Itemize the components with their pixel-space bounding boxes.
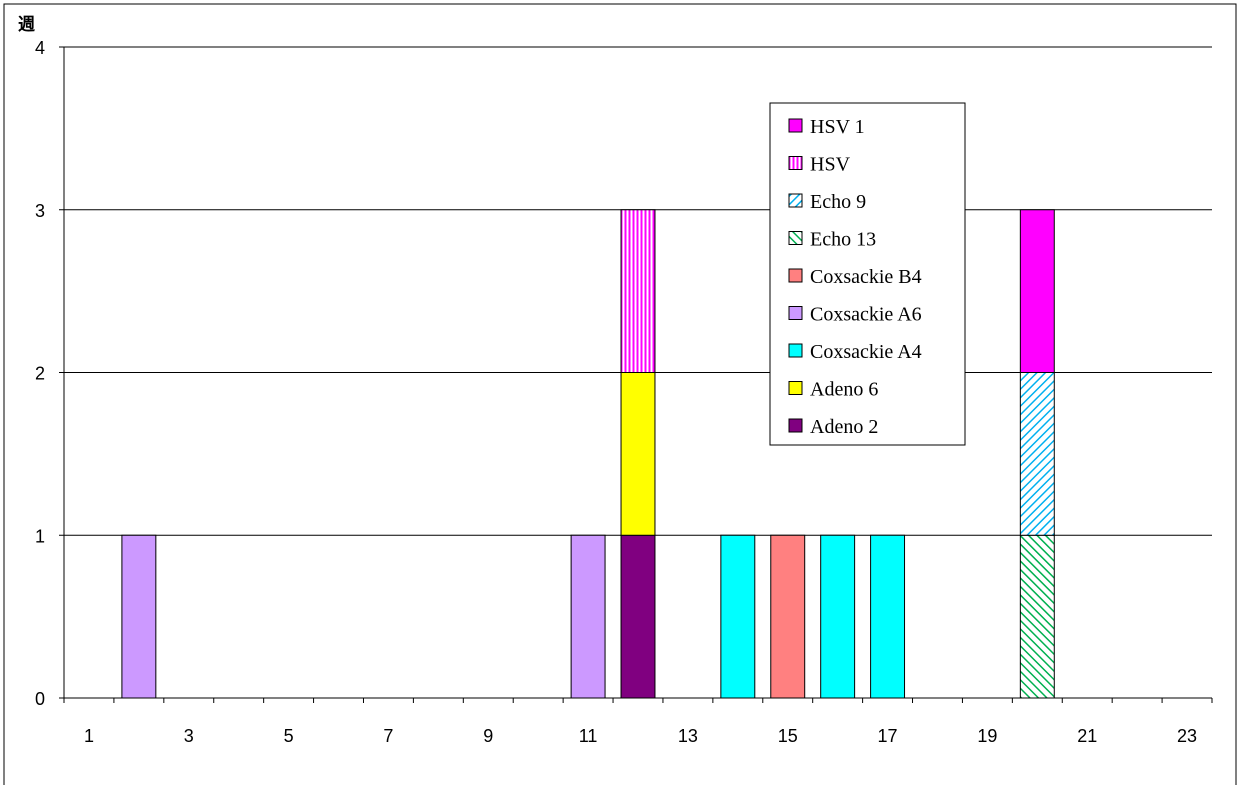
x-tick-label: 15	[778, 726, 798, 746]
legend-swatch	[788, 156, 803, 170]
y-tick-label: 2	[35, 364, 45, 384]
y-tick-label: 1	[35, 526, 45, 546]
bar-adeno-2-x12	[620, 534, 656, 699]
x-tick-label: 19	[977, 726, 997, 746]
bar-coxsackie-a4-x14	[720, 534, 756, 699]
x-tick-label: 3	[184, 726, 194, 746]
bar-echo-13-x20	[1019, 534, 1055, 699]
legend-swatch	[788, 118, 803, 133]
y-axis-unit-label: 週	[18, 15, 35, 34]
bar-coxsackie-a4-x17	[870, 534, 906, 699]
x-tick-label: 1	[84, 726, 94, 746]
bar-coxsackie-a6-x11	[570, 534, 606, 699]
legend-label: Adeno 6	[810, 379, 878, 401]
x-tick-label: 5	[284, 726, 294, 746]
x-axis-ticks: 1 3 5 7 9 11 13 15 17 19 21 23	[63, 698, 1213, 746]
legend-label: Coxsackie A4	[810, 341, 922, 363]
bar-hsv-x12	[620, 209, 656, 373]
x-tick-label: 7	[383, 726, 393, 746]
legend-swatch	[788, 193, 803, 208]
bar-hsv-1-x20	[1019, 209, 1055, 373]
bar-coxsackie-b4-x15	[770, 534, 806, 699]
y-tick-label: 0	[35, 689, 45, 709]
bar-coxsackie-a4-x16	[820, 534, 856, 699]
bar-adeno-6-x12	[620, 372, 656, 536]
legend-swatch	[788, 381, 803, 395]
legend-label: Adeno 2	[810, 416, 878, 438]
y-tick-label: 4	[35, 38, 45, 58]
legend-label: Echo 9	[810, 191, 866, 213]
legend-label: HSV 1	[810, 116, 865, 138]
legend-label: HSV	[810, 154, 851, 176]
x-tick-label: 9	[483, 726, 493, 746]
x-tick-label: 17	[878, 726, 898, 746]
y-axis-ticks: 0 1 2 3 4	[35, 38, 64, 709]
legend-label: Coxsackie A6	[810, 304, 922, 326]
legend: HSV 1 HSV Echo 9 Echo 13 Coxsackie B4 Coxsack…	[769, 102, 966, 446]
legend-swatch	[788, 343, 803, 358]
x-tick-label: 11	[579, 726, 598, 746]
legend-label: Coxsackie B4	[810, 266, 922, 288]
x-tick-label: 21	[1077, 726, 1097, 746]
legend-swatch	[788, 268, 803, 283]
bar-coxsackie-a6-x2	[121, 534, 157, 699]
bar-echo-9-x20	[1019, 372, 1055, 536]
x-tick-label: 23	[1177, 726, 1197, 746]
x-tick-label: 13	[678, 726, 698, 746]
y-tick-label: 3	[35, 201, 45, 221]
bars-group	[121, 209, 1055, 699]
legend-swatch	[788, 306, 803, 320]
legend-swatch	[788, 231, 803, 245]
legend-swatch	[788, 418, 803, 433]
legend-label: Echo 13	[810, 229, 876, 251]
